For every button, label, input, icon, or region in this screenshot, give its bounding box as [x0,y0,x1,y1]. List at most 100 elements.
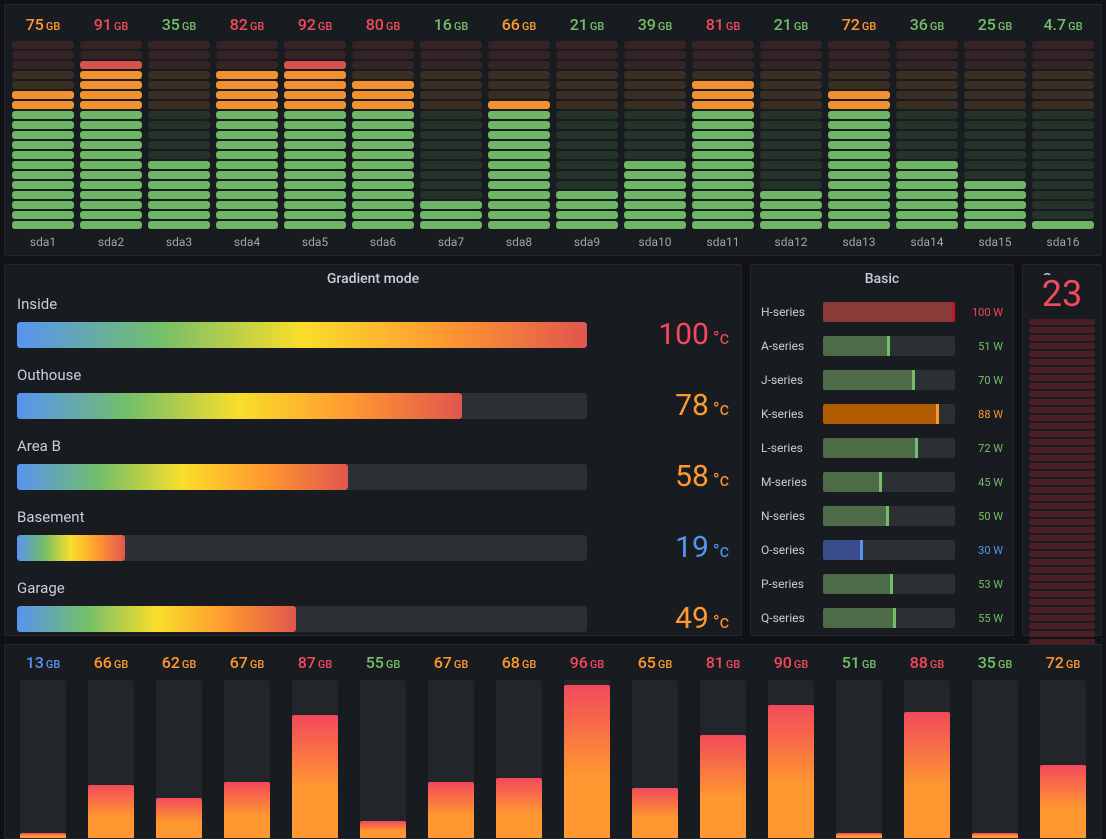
gradient-item: Outhouse78°c [5,362,741,433]
bottom-value: 13GB [26,653,61,672]
lcd-seg [964,101,1026,109]
lcd-seg [692,121,754,129]
disk-col-sda3: 35GBsda3 [147,15,211,249]
basic-tip [952,302,955,322]
basic-row: K-series88 W [761,397,1003,431]
bottom-bar-bg [292,680,338,838]
bottom-value: 88GB [910,653,945,672]
lcd-seg [896,211,958,219]
bottom-value: 72GB [1046,653,1081,672]
bottom-col: 67GB [419,653,483,838]
lcd-seg [148,171,210,179]
basic-value: 30 W [963,544,1003,557]
lcd-seg [828,221,890,229]
gradient-title: Gradient mode [5,265,741,291]
lcd-seg [692,201,754,209]
disk-col-sda2: 91GBsda2 [79,15,143,249]
lcd-seg [1032,41,1094,49]
bottom-bar [88,785,134,838]
com-seg [1029,375,1095,381]
lcd-seg [12,101,74,109]
basic-fill [823,336,890,356]
disk-label: sda5 [302,235,328,249]
lcd-seg [216,221,278,229]
bottom-bar-bg [564,680,610,838]
lcd-seg [556,101,618,109]
lcd-seg [488,101,550,109]
bottom-value: 35GB [978,653,1013,672]
lcd-seg [760,191,822,199]
lcd-seg [692,61,754,69]
lcd-seg [148,151,210,159]
lcd-seg [284,181,346,189]
com-seg [1029,527,1095,533]
lcd-seg [896,131,958,139]
lcd-seg [420,131,482,139]
lcd-seg [828,51,890,59]
lcd-seg [216,61,278,69]
lcd-seg [964,81,1026,89]
lcd-seg [760,151,822,159]
bottom-value: 81GB [706,653,741,672]
com-seg [1029,359,1095,365]
bottom-col: 88GB [895,653,959,838]
lcd-seg [216,161,278,169]
bottom-col: 72GB [1031,653,1095,838]
com-seg [1029,471,1095,477]
lcd-seg [12,161,74,169]
lcd-seg [284,91,346,99]
basic-tip [879,472,882,492]
basic-fill [823,506,889,526]
lcd-seg [896,201,958,209]
lcd-seg [284,221,346,229]
basic-label: M-series [761,475,815,489]
basic-track [823,370,955,390]
lcd-seg [352,51,414,59]
bottom-col: 87GB [283,653,347,838]
gradient-label: Inside [17,295,729,313]
lcd-seg [1032,131,1094,139]
basic-row: P-series53 W [761,567,1003,601]
basic-label: J-series [761,373,815,387]
lcd-seg [148,51,210,59]
middle-row: Gradient mode Inside100°cOuthouse78°cAre… [4,264,1102,636]
lcd-seg [148,41,210,49]
disk-col-sda4: 82GBsda4 [215,15,279,249]
lcd-seg [148,91,210,99]
disk-label: sda6 [370,235,396,249]
lcd-seg [760,101,822,109]
lcd-seg [760,201,822,209]
lcd-seg [216,51,278,59]
bottom-bar-area [428,680,474,838]
disk-value: 80GB [366,15,401,34]
lcd-seg [216,191,278,199]
bottom-bar-panel: 13GB66GB62GB67GB87GB55GB67GB68GB96GB65GB… [4,644,1102,839]
bottom-bar-bg [496,680,542,838]
lcd-seg [12,121,74,129]
bottom-bar-area [156,680,202,838]
lcd-seg [1032,201,1094,209]
basic-track [823,506,955,526]
lcd-seg [1032,151,1094,159]
lcd-seg [420,151,482,159]
lcd-seg [284,131,346,139]
lcd-seg [624,121,686,129]
gradient-value: 100°c [605,317,729,352]
lcd-seg [1032,191,1094,199]
lcd-seg [692,101,754,109]
gradient-label: Outhouse [17,366,729,384]
lcd-seg [12,181,74,189]
lcd-seg [692,191,754,199]
lcd-seg [624,61,686,69]
com-seg [1029,439,1095,445]
lcd-seg [760,41,822,49]
disk-value: 66GB [502,15,537,34]
lcd-seg [420,111,482,119]
lcd-seg [556,181,618,189]
bottom-bar-area [224,680,270,838]
disk-label: sda14 [911,235,944,249]
disk-row: 75GBsda191GBsda235GBsda382GBsda492GBsda5… [11,15,1095,249]
lcd-seg [148,211,210,219]
lcd-seg [964,111,1026,119]
lcd-seg [148,81,210,89]
